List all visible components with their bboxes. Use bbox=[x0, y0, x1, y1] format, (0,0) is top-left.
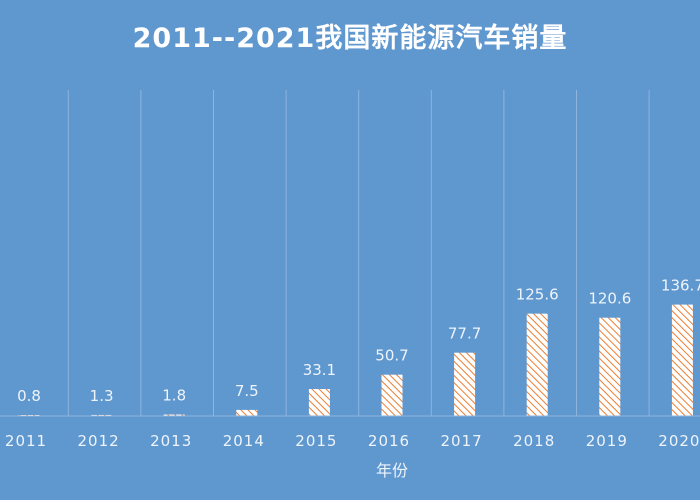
x-tick-2015: 2015 bbox=[295, 432, 337, 450]
x-tick-2016: 2016 bbox=[368, 432, 410, 450]
data-label-2013: 1.8 bbox=[162, 387, 186, 405]
bar-2016 bbox=[381, 374, 403, 416]
data-label-2017: 77.7 bbox=[448, 325, 481, 343]
bar-2013 bbox=[163, 414, 185, 416]
x-tick-labels: 2011 2012 2013 2014 2015 2016 2017 2018 2019 2020 bbox=[5, 432, 700, 450]
x-tick-2011: 2011 bbox=[5, 432, 47, 450]
data-label-2012: 1.3 bbox=[90, 387, 114, 405]
data-label-2020: 136.7 bbox=[661, 277, 700, 295]
data-label-2019: 120.6 bbox=[588, 290, 631, 308]
bar-2019 bbox=[599, 317, 621, 416]
bar-2012 bbox=[91, 414, 113, 416]
bar-2017 bbox=[454, 352, 476, 416]
bars bbox=[18, 304, 693, 416]
data-label-2016: 50.7 bbox=[375, 347, 408, 365]
x-tick-2012: 2012 bbox=[78, 432, 120, 450]
x-tick-2020: 2020 bbox=[658, 432, 700, 450]
x-tick-2019: 2019 bbox=[586, 432, 628, 450]
data-label-2015: 33.1 bbox=[303, 361, 336, 379]
x-axis-title: 年份 bbox=[376, 461, 408, 480]
gridlines bbox=[67, 90, 650, 416]
data-label-2018: 125.6 bbox=[516, 286, 559, 304]
data-labels: 0.8 1.3 1.8 7.5 33.1 50.7 77.7 125.6 120.6 136.7 bbox=[17, 277, 700, 405]
bar-2020 bbox=[671, 304, 693, 416]
chart-title: 2011--2021我国新能源汽车销量 bbox=[133, 22, 568, 54]
bar-2015 bbox=[308, 389, 330, 416]
x-tick-2017: 2017 bbox=[441, 432, 483, 450]
x-tick-2018: 2018 bbox=[513, 432, 555, 450]
x-tick-2013: 2013 bbox=[150, 432, 192, 450]
data-label-2011: 0.8 bbox=[17, 387, 41, 405]
bar-2018 bbox=[526, 313, 548, 416]
data-label-2014: 7.5 bbox=[235, 382, 259, 400]
x-tick-2014: 2014 bbox=[223, 432, 265, 450]
bar-2014 bbox=[236, 409, 258, 416]
